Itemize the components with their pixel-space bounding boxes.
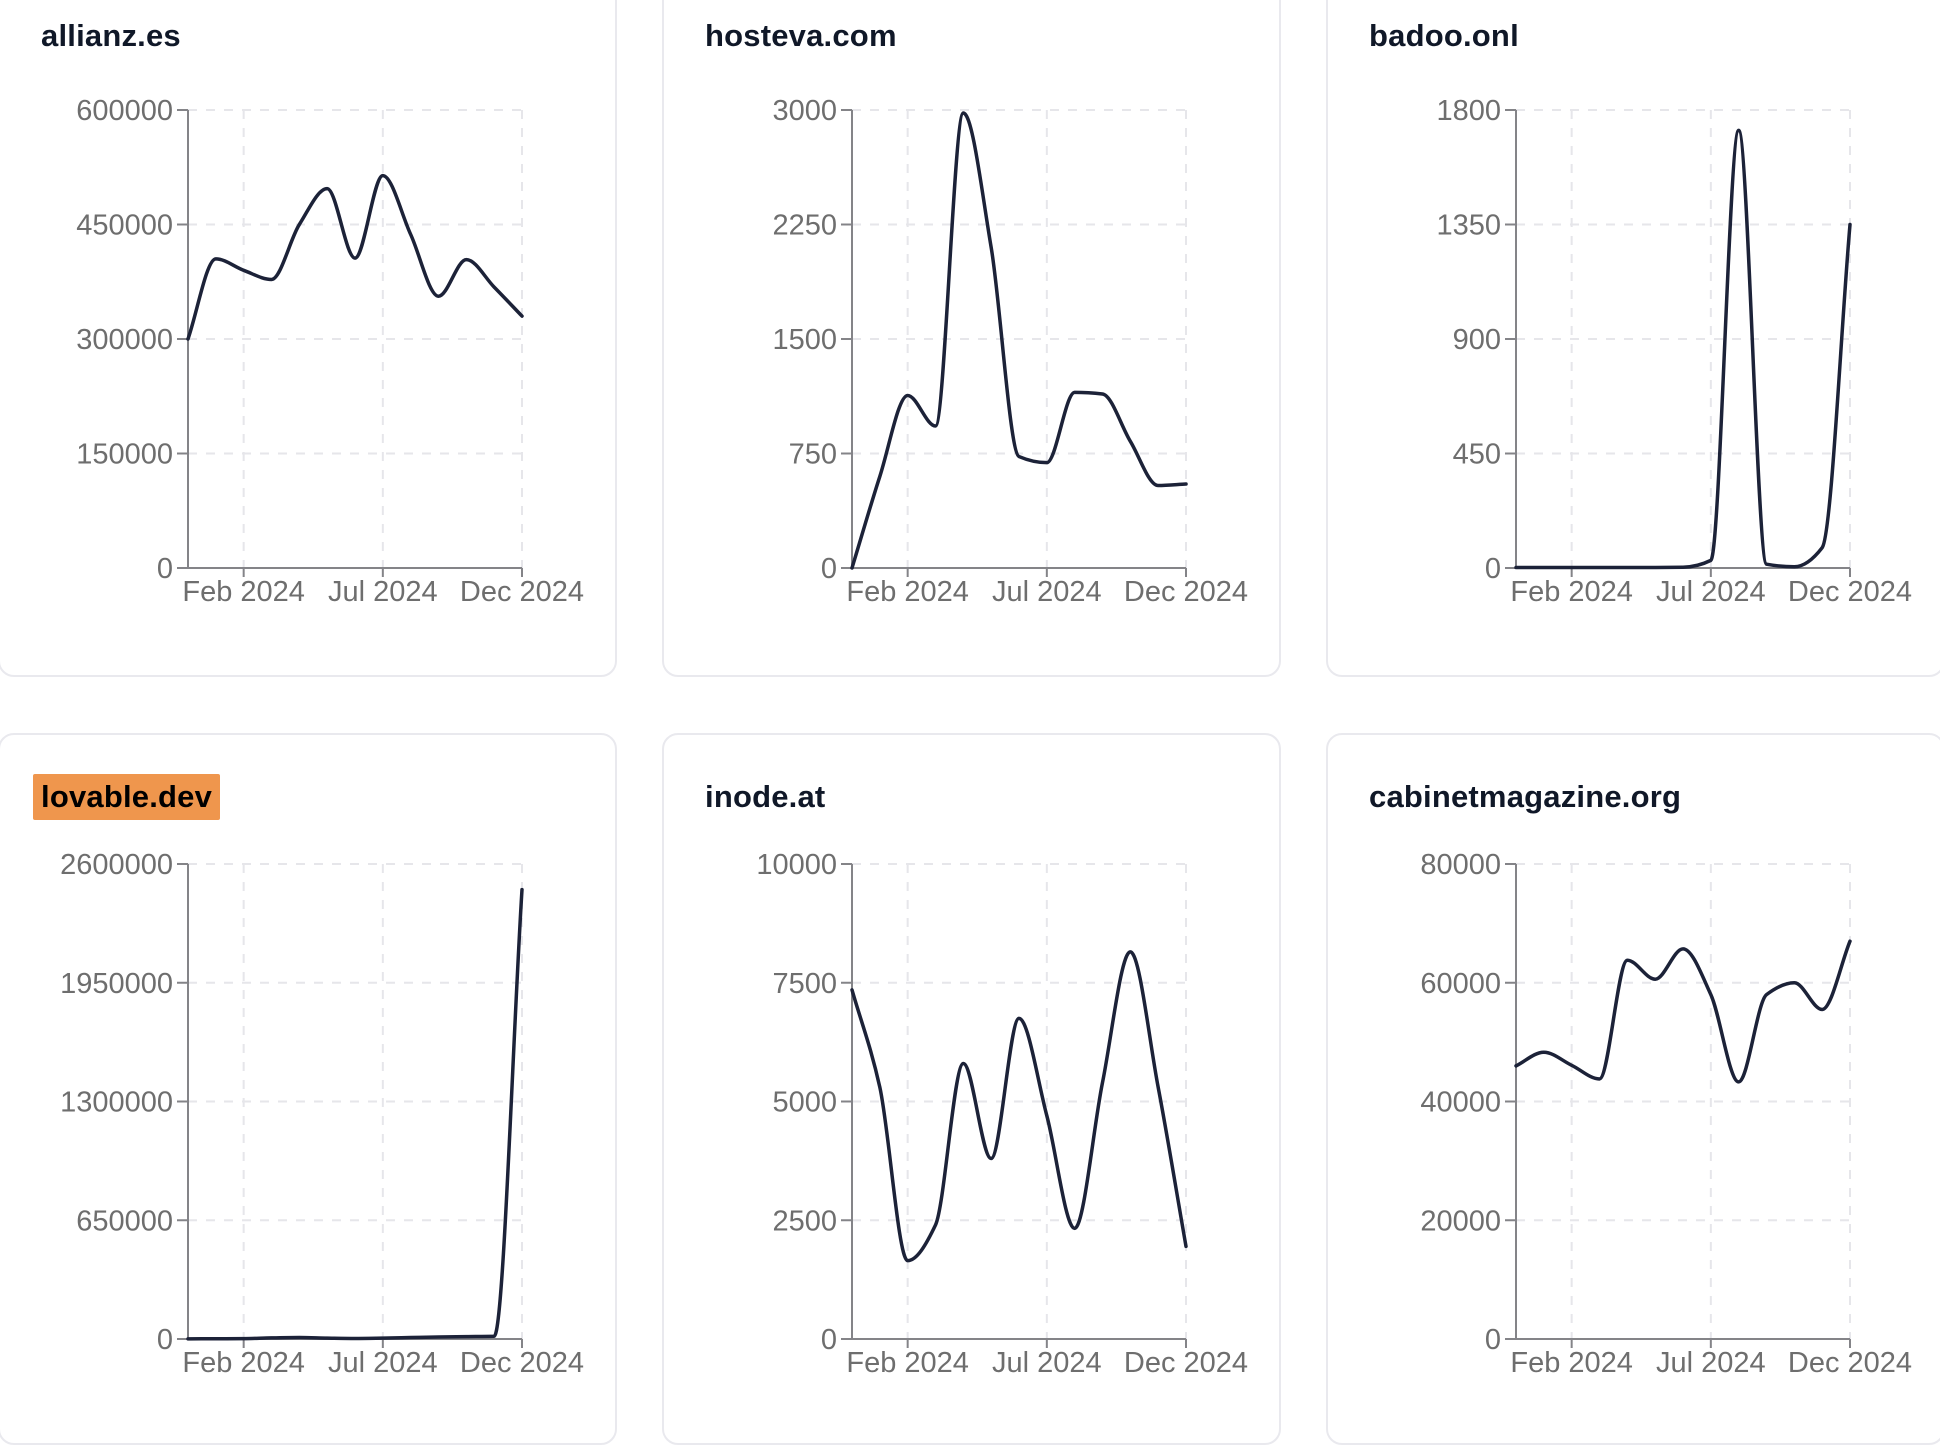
line-chart: 0 450 900 1350 1800 Feb 2024 Jul 2024 Dec 2024 <box>1436 95 1912 608</box>
x-tick-label: Dec 2024 <box>1788 576 1912 608</box>
x-tick-label: Dec 2024 <box>1124 1347 1248 1379</box>
x-tick-label: Dec 2024 <box>460 1347 584 1379</box>
x-tick-label: Feb 2024 <box>846 1347 969 1379</box>
series-line <box>1514 939 1852 1084</box>
line-chart: 0 750 1500 2250 3000 Feb 2024 Jul 2024 Dec 2024 <box>772 95 1248 608</box>
chart-card-allianz-es: allianz.es 0 150000 300000 450000 600000 Feb … <box>0 0 617 677</box>
x-tick-label: Jul 2024 <box>1656 1347 1766 1379</box>
y-tick-label: 650000 <box>76 1205 173 1237</box>
chart-title-wrap: lovable.dev <box>33 774 221 820</box>
line-chart: 0 20000 40000 60000 80000 Feb 2024 Jul 2024 Dec… <box>1420 849 1912 1379</box>
chart-title-wrap: hosteva.com <box>705 18 897 54</box>
x-tick-label: Feb 2024 <box>1510 576 1633 608</box>
chart-title: cabinetmagazine.org <box>1369 779 1682 814</box>
y-tick-label: 10000 <box>756 849 837 881</box>
y-tick-label: 5000 <box>772 1087 837 1119</box>
x-tick-label: Feb 2024 <box>182 1347 305 1379</box>
x-tick-label: Jul 2024 <box>992 576 1102 608</box>
line-chart: 0 2500 5000 7500 10000 Feb 2024 Jul 2024 Dec 20… <box>756 849 1248 1379</box>
y-tick-label: 300000 <box>76 324 173 356</box>
y-tick-label: 1500 <box>772 324 837 356</box>
chart-card-lovable-dev: lovable.dev 0 650000 1300000 1950000 2600000… <box>0 733 617 1445</box>
y-tick-label: 1300000 <box>60 1087 173 1119</box>
x-tick-label: Jul 2024 <box>328 1347 438 1379</box>
chart-card-badoo-onl: badoo.onl 0 450 900 1350 1800 Feb 2024 Jul 202… <box>1326 0 1940 677</box>
y-tick-label: 80000 <box>1420 849 1501 881</box>
chart-title: badoo.onl <box>1369 18 1519 53</box>
x-tick-label: Jul 2024 <box>992 1347 1102 1379</box>
x-tick-label: Dec 2024 <box>1788 1347 1912 1379</box>
chart-title-wrap: badoo.onl <box>1369 18 1519 54</box>
line-chart: 0 650000 1300000 1950000 2600000 Feb 2024 Jul … <box>60 849 584 1379</box>
y-tick-label: 900 <box>1453 324 1501 356</box>
y-tick-label: 1950000 <box>60 968 173 1000</box>
y-tick-label: 600000 <box>76 95 173 127</box>
y-tick-label: 2500 <box>772 1205 837 1237</box>
chart-title: inode.at <box>705 779 826 814</box>
y-tick-label: 1350 <box>1436 210 1501 242</box>
y-tick-label: 2250 <box>772 210 837 242</box>
chart-title-wrap: cabinetmagazine.org <box>1369 779 1681 815</box>
y-tick-label: 1800 <box>1436 95 1501 127</box>
x-tick-label: Dec 2024 <box>1124 576 1248 608</box>
y-tick-label: 0 <box>1485 553 1501 585</box>
y-tick-label: 20000 <box>1420 1205 1501 1237</box>
chart-title-wrap: allianz.es <box>41 18 181 54</box>
y-tick-label: 2600000 <box>60 849 173 881</box>
chart-card-cabinetmagazine-org: cabinetmagazine.org 0 20000 40000 60000 8000… <box>1326 733 1940 1445</box>
series-line <box>1514 128 1852 570</box>
series-line <box>850 111 1188 570</box>
y-tick-label: 450000 <box>76 210 173 242</box>
x-tick-label: Feb 2024 <box>846 576 969 608</box>
x-tick-label: Dec 2024 <box>460 576 584 608</box>
y-tick-label: 3000 <box>772 95 837 127</box>
y-tick-label: 0 <box>1485 1324 1501 1356</box>
y-tick-label: 0 <box>157 553 173 585</box>
chart-title-highlighted: lovable.dev <box>33 774 221 820</box>
chart-card-hosteva-com: hosteva.com 0 750 1500 2250 3000 Feb 2024 Jul … <box>662 0 1281 677</box>
y-tick-label: 0 <box>157 1324 173 1356</box>
line-chart: 0 150000 300000 450000 600000 Feb 2024 Jul 202… <box>76 95 584 608</box>
series-line <box>186 173 524 341</box>
chart-title: allianz.es <box>41 18 181 53</box>
series-line <box>850 950 1188 1263</box>
x-tick-label: Jul 2024 <box>1656 576 1766 608</box>
y-tick-label: 0 <box>821 553 837 585</box>
y-tick-label: 450 <box>1453 439 1501 471</box>
chart-title-wrap: inode.at <box>705 779 825 815</box>
x-tick-label: Feb 2024 <box>182 576 305 608</box>
y-tick-label: 60000 <box>1420 968 1501 1000</box>
x-tick-label: Jul 2024 <box>328 576 438 608</box>
chart-title: hosteva.com <box>705 18 897 53</box>
chart-card-inode-at: inode.at 0 2500 5000 7500 10000 Feb 2024 Jul 2… <box>662 733 1281 1445</box>
y-tick-label: 40000 <box>1420 1087 1501 1119</box>
series-line <box>186 887 524 1341</box>
y-tick-label: 0 <box>821 1324 837 1356</box>
y-tick-label: 150000 <box>76 439 173 471</box>
y-tick-label: 750 <box>789 439 837 471</box>
y-tick-label: 7500 <box>772 968 837 1000</box>
x-tick-label: Feb 2024 <box>1510 1347 1633 1379</box>
